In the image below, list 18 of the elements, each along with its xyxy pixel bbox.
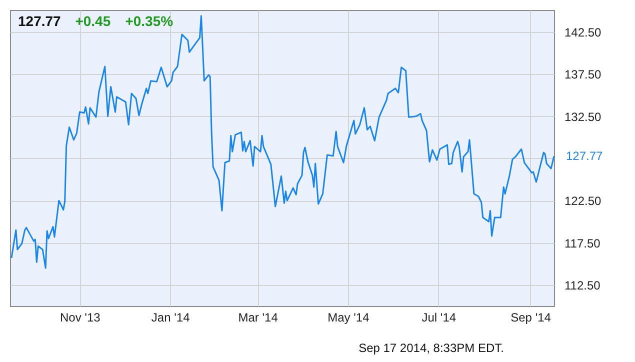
annotation: +0.35% bbox=[125, 13, 174, 29]
y-tick-label: 132.50 bbox=[564, 110, 602, 124]
x-tick-label: Jan '14 bbox=[151, 310, 190, 324]
line-series bbox=[10, 15, 555, 269]
y-tick-label: 122.50 bbox=[564, 194, 602, 208]
x-tick-label: Nov '13 bbox=[60, 310, 101, 324]
y-tick-label: 112.50 bbox=[564, 278, 601, 292]
annotation: 127.77 bbox=[18, 13, 62, 29]
annotation: +0.45 bbox=[75, 13, 111, 29]
x-tick-label: Sep '14 bbox=[510, 310, 552, 324]
x-tick-label: Jul '14 bbox=[422, 310, 456, 324]
text: Sep 17 2014, 8:33PM EDT. bbox=[358, 341, 504, 355]
y-tick-label: 117.50 bbox=[564, 236, 601, 250]
x-tick-label: May '14 bbox=[328, 310, 370, 324]
annotation: 127.77 bbox=[566, 149, 604, 164]
x-tick-label: Mar '14 bbox=[238, 310, 278, 324]
y-tick-label: 142.50 bbox=[564, 25, 602, 40]
y-tick-label: 137.50 bbox=[564, 68, 602, 82]
